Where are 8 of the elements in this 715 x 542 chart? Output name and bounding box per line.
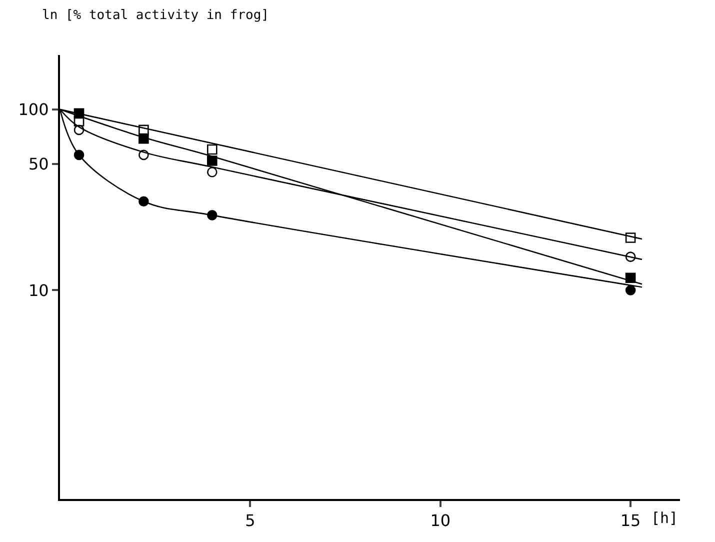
y-tick-label: 10	[28, 280, 49, 300]
x-axis-title: [h]	[651, 509, 678, 527]
y-tick-label: 50	[28, 154, 49, 174]
y-axis-title: ln [% total activity in frog]	[42, 8, 269, 23]
x-tick-label: 5	[245, 511, 256, 530]
y-tick-label: 100	[18, 100, 49, 120]
x-tick-label: 15	[620, 511, 641, 530]
x-tick-label: 10	[430, 511, 451, 530]
